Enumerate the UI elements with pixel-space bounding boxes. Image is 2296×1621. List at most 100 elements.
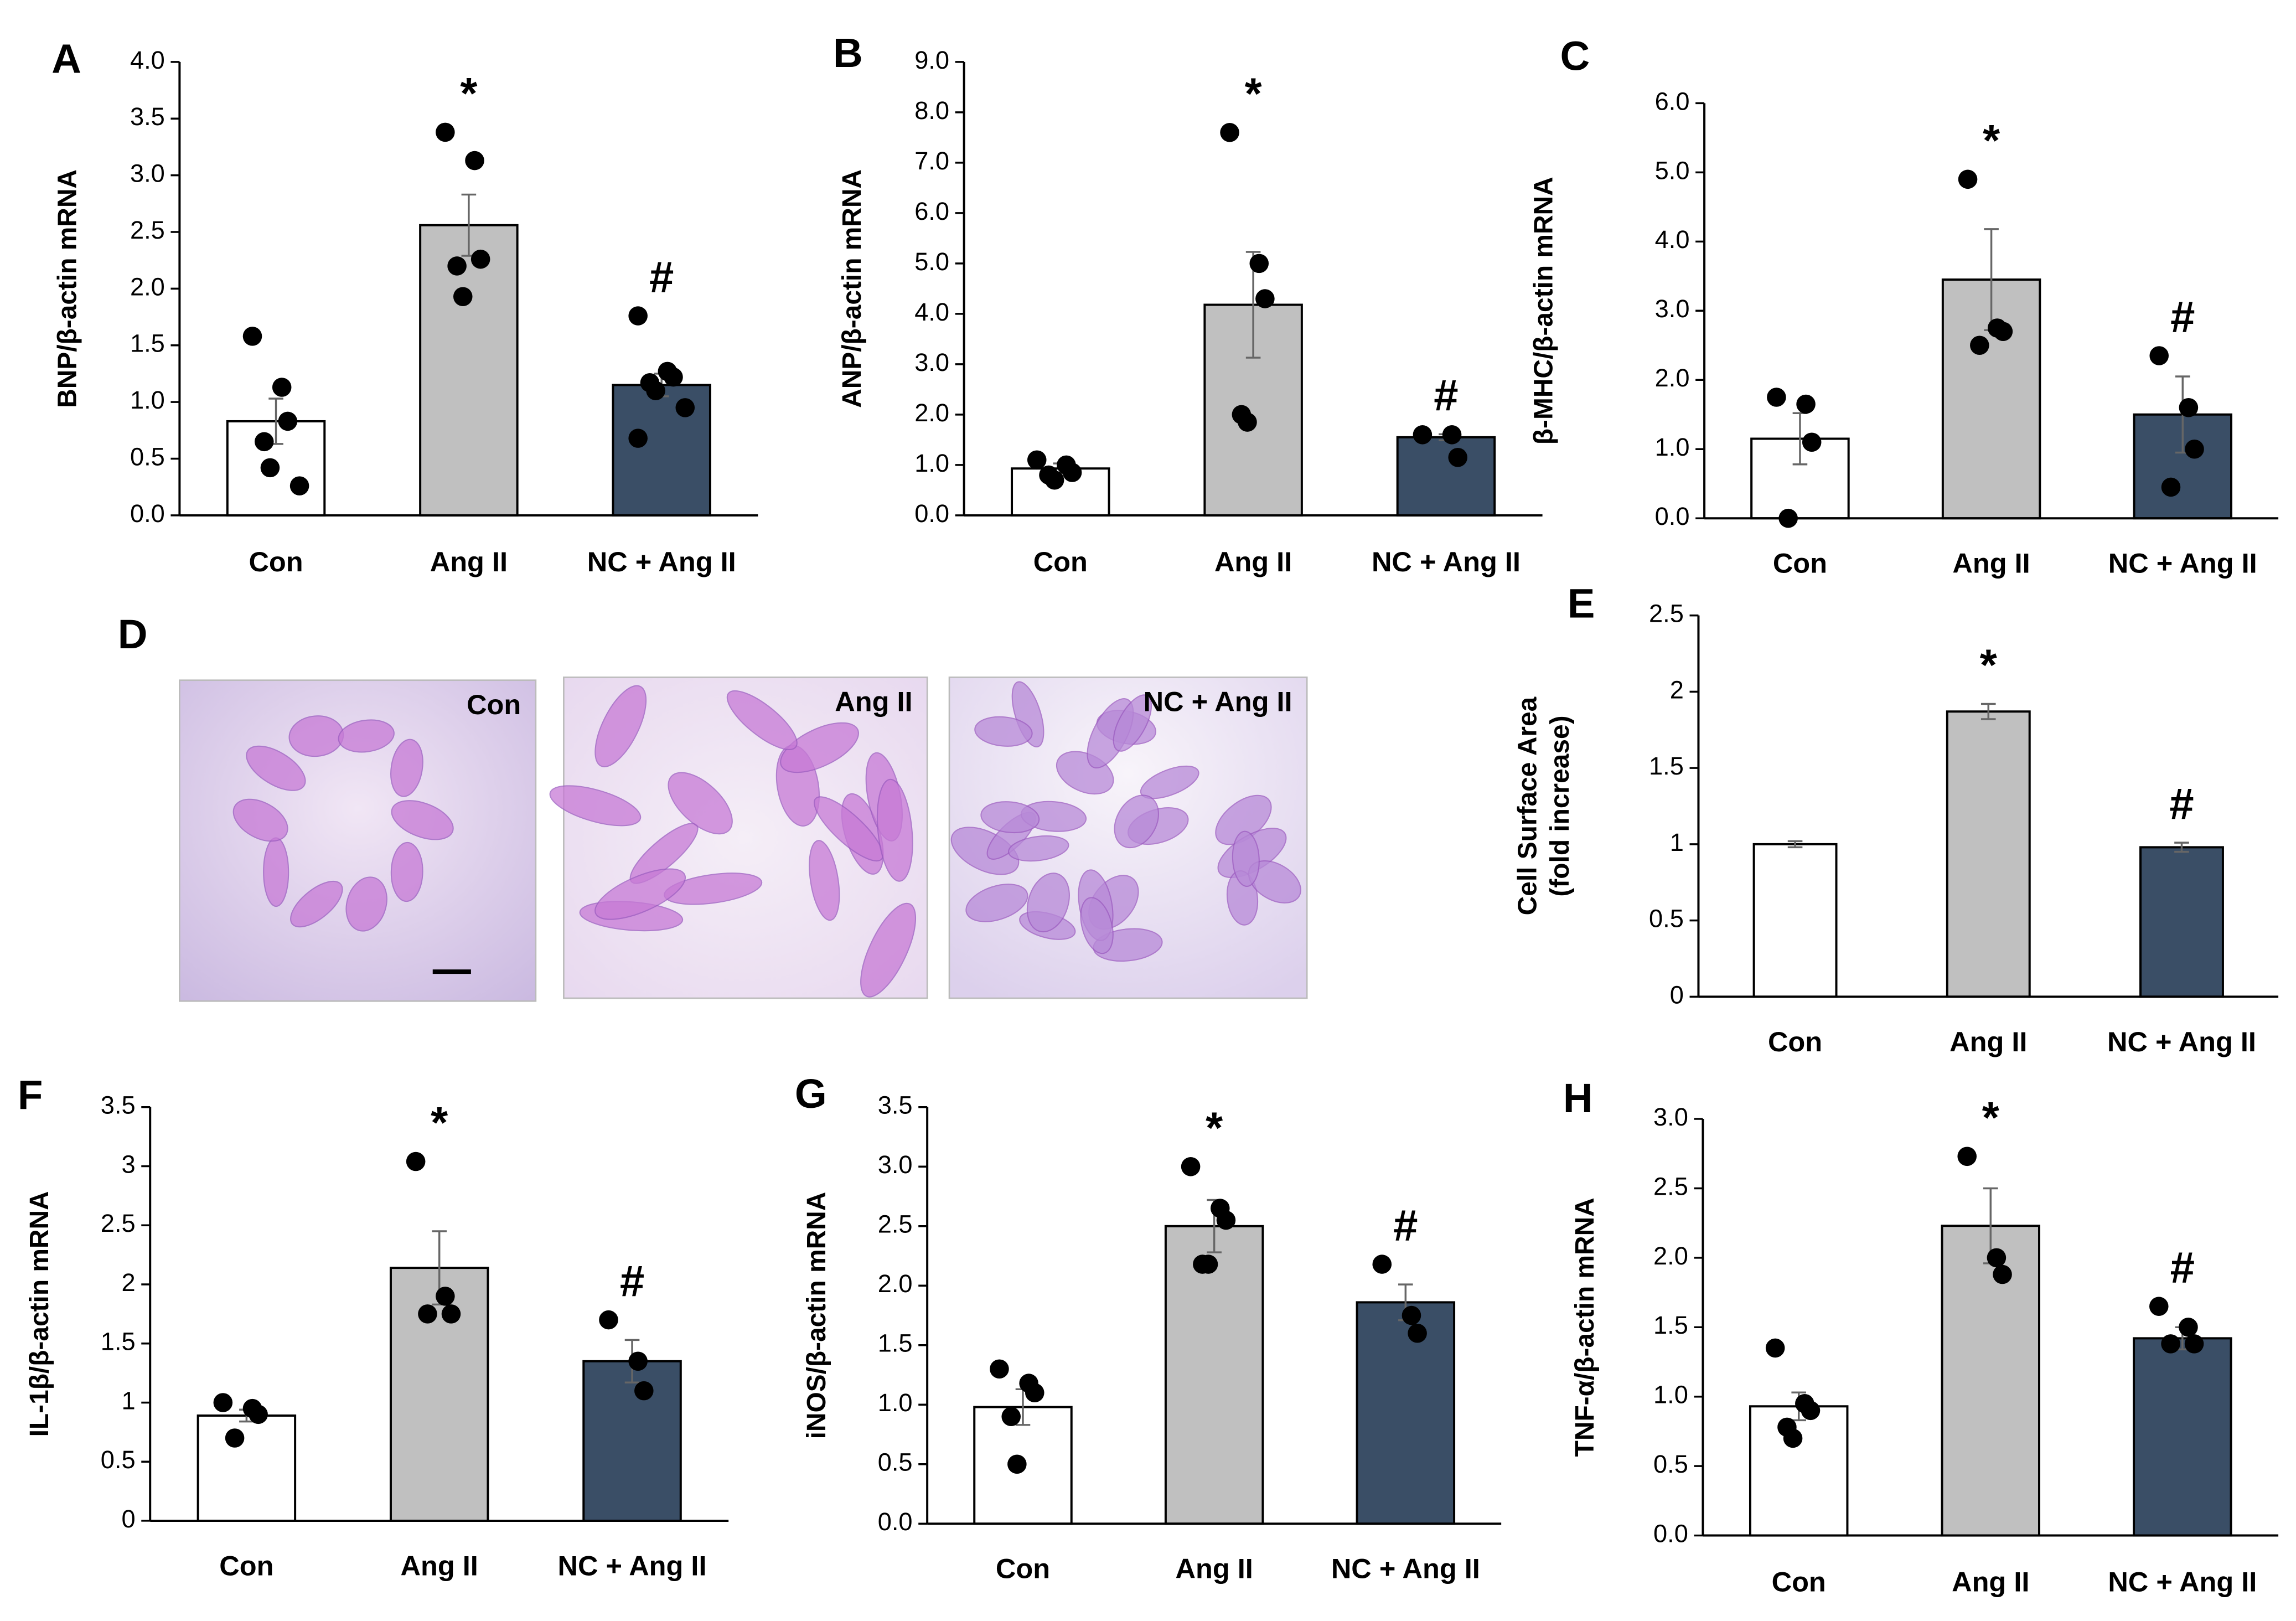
significance-mark: * xyxy=(1982,1093,1999,1142)
data-point xyxy=(1044,470,1064,490)
data-point xyxy=(1402,1305,1421,1325)
error-bar xyxy=(2174,842,2189,853)
y-axis-label: BNP/β-actin mRNA xyxy=(53,169,82,408)
y-tick-label: 1.0 xyxy=(914,449,949,477)
bar xyxy=(1750,437,1850,520)
bar xyxy=(1356,1301,1456,1525)
data-point xyxy=(1448,447,1467,467)
y-tick-label: 1 xyxy=(1670,828,1684,856)
y-tick-label: 0 xyxy=(121,1505,135,1533)
micrograph-caption: Con xyxy=(467,689,521,720)
significance-mark: * xyxy=(1245,69,1262,118)
y-tick-label: 1.5 xyxy=(101,1328,136,1356)
data-point xyxy=(634,1381,654,1401)
significance-mark: # xyxy=(649,252,674,302)
data-point xyxy=(249,1405,268,1424)
data-point xyxy=(646,381,665,400)
data-point xyxy=(1372,1255,1392,1274)
cell xyxy=(594,868,686,920)
cell xyxy=(965,884,1028,922)
y-tick-label: 2.5 xyxy=(1653,1172,1688,1200)
bar xyxy=(1396,436,1496,517)
y-tick-label: 3.0 xyxy=(914,348,949,376)
cell xyxy=(549,785,642,827)
cell xyxy=(1080,897,1114,954)
x-tick-label: Ang II xyxy=(1952,548,2030,579)
y-axis-label: iNOS/β-actin mRNA xyxy=(802,1192,831,1439)
y-tick-label: 1.5 xyxy=(1649,752,1684,780)
y-tick-label: 2.0 xyxy=(130,272,165,301)
bar xyxy=(612,384,711,517)
cell xyxy=(345,876,387,932)
cell xyxy=(726,690,798,750)
data-point xyxy=(1413,425,1433,445)
y-tick-label: 6.0 xyxy=(914,197,949,225)
cell xyxy=(814,796,884,862)
y-tick-label: 0 xyxy=(1670,980,1684,1009)
bar xyxy=(419,224,519,517)
y-tick-label: 1.0 xyxy=(1653,1381,1688,1409)
y-tick-label: 1.0 xyxy=(130,386,165,414)
y-tick-label: 3.5 xyxy=(101,1091,136,1119)
data-point xyxy=(278,411,298,431)
y-tick-label: 0.0 xyxy=(1653,1519,1688,1547)
data-point xyxy=(628,306,648,326)
y-axis-label: ANP/β-actin mRNA xyxy=(837,169,867,408)
data-point xyxy=(1007,1454,1027,1474)
data-point xyxy=(1767,388,1786,407)
cell xyxy=(1011,681,1044,748)
data-point xyxy=(441,1304,461,1324)
y-tick-label: 0.5 xyxy=(1653,1450,1688,1478)
data-point xyxy=(225,1428,245,1448)
data-point xyxy=(1957,1147,1977,1166)
data-point xyxy=(599,1310,618,1330)
data-point xyxy=(2185,439,2204,459)
data-point xyxy=(406,1152,426,1171)
y-tick-label: 0.0 xyxy=(914,499,949,528)
y-tick-label: 2.5 xyxy=(130,216,165,244)
cell xyxy=(232,798,288,842)
x-tick-label: Ang II xyxy=(1952,1566,2029,1598)
y-axis-label: (fold increase) xyxy=(1545,715,1575,896)
y-tick-label: 0.5 xyxy=(130,442,165,471)
data-point xyxy=(1783,1428,1803,1448)
y-axis-label: IL-1β/β-actin mRNA xyxy=(25,1191,54,1437)
data-point xyxy=(1765,1338,1785,1358)
bar xyxy=(1752,843,1838,998)
data-point xyxy=(628,429,648,448)
y-tick-label: 4.0 xyxy=(130,46,165,74)
error-bar xyxy=(1980,703,1996,720)
data-point xyxy=(260,458,280,478)
y-tick-label: 7.0 xyxy=(914,147,949,175)
cell xyxy=(246,745,306,791)
bar xyxy=(582,1360,682,1522)
data-point xyxy=(1993,322,2013,342)
cell xyxy=(263,837,289,907)
micrograph: Ang II xyxy=(549,677,928,999)
y-tick-label: 3 xyxy=(121,1150,135,1178)
panel-letter: H xyxy=(1563,1075,1593,1121)
bar xyxy=(389,1267,489,1522)
x-tick-label: NC + Ang II xyxy=(2108,548,2257,579)
y-tick-label: 2.5 xyxy=(101,1209,136,1237)
y-tick-label: 6.0 xyxy=(1655,87,1690,115)
y-tick-label: 5.0 xyxy=(914,247,949,276)
data-point xyxy=(1198,1255,1218,1274)
cell xyxy=(860,902,917,998)
significance-mark: * xyxy=(431,1098,448,1147)
cell xyxy=(1026,873,1070,933)
y-tick-label: 5.0 xyxy=(1655,156,1690,184)
cell xyxy=(1114,794,1159,849)
micrograph: NC + Ang II xyxy=(948,677,1308,999)
x-tick-label: Ang II xyxy=(1949,1026,2027,1057)
data-point xyxy=(470,249,490,269)
y-tick-label: 8.0 xyxy=(914,96,949,125)
y-tick-label: 1.0 xyxy=(878,1388,913,1417)
significance-mark: # xyxy=(2169,779,2194,828)
data-point xyxy=(465,151,484,171)
data-point xyxy=(1802,432,1822,452)
data-point xyxy=(1062,463,1082,482)
y-tick-label: 0.0 xyxy=(1655,502,1690,530)
micrograph: Con xyxy=(179,679,537,1002)
cell xyxy=(668,772,733,835)
